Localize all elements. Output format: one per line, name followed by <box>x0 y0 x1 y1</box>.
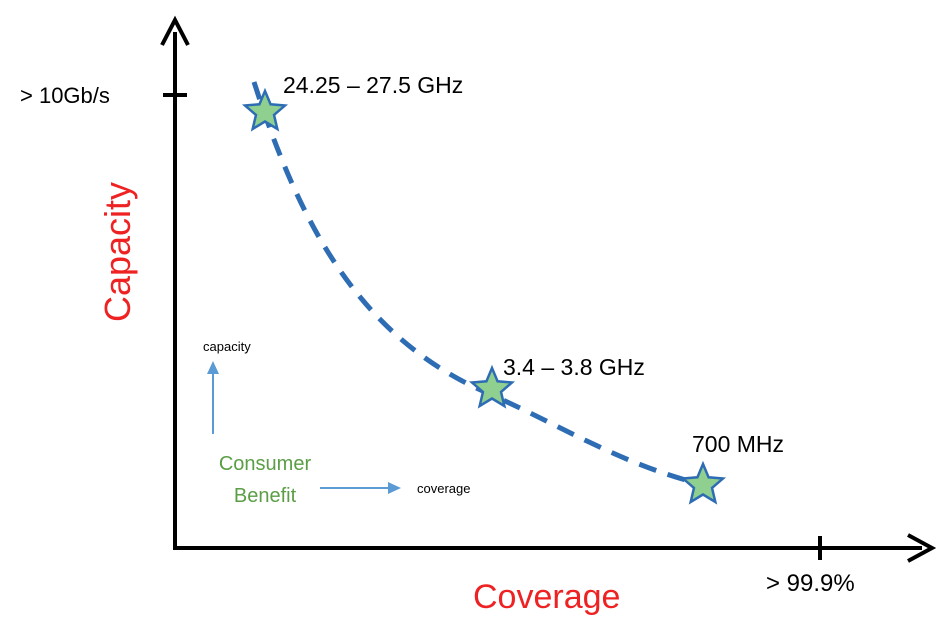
x-axis-title: Coverage <box>473 578 620 616</box>
point-label: 24.25 – 27.5 GHz <box>283 72 463 98</box>
legend-up-arrowhead <box>207 361 219 374</box>
star-icon <box>679 460 727 505</box>
tradeoff-curve <box>251 81 723 492</box>
y-axis-title: Capacity <box>97 182 138 322</box>
legend-title-line1: Consumer <box>219 453 312 475</box>
x-axis-arrowhead <box>907 533 937 563</box>
y-tick-label: > 10Gb/s <box>20 83 110 108</box>
y-axis-arrowhead <box>160 15 190 46</box>
star-icon <box>468 364 516 409</box>
point-label: 3.4 – 3.8 GHz <box>503 354 645 380</box>
star-icon <box>241 87 289 132</box>
x-tick-label: > 99.9% <box>766 570 855 597</box>
legend-capacity-label: capacity <box>203 339 251 354</box>
legend-coverage-label: coverage <box>417 481 470 496</box>
legend-right-arrowhead <box>388 482 401 494</box>
legend-title-line2: Benefit <box>234 485 297 507</box>
point-label: 700 MHz <box>692 431 784 457</box>
